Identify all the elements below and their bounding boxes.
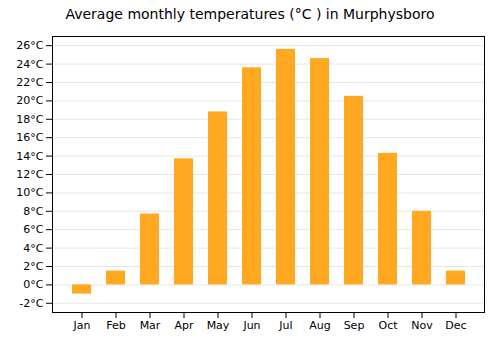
svg-text:2°C: 2°C: [23, 260, 43, 273]
html-text:Average monthly temperatures (: Average monthly temperatures (°C ) in Mu…: [65, 6, 435, 22]
svg-text:6°C: 6°C: [23, 223, 43, 236]
svg-text:24°C: 24°C: [16, 58, 43, 71]
svg-text:10°C: 10°C: [16, 186, 43, 199]
svg-text:-2°C: -2°C: [19, 297, 43, 310]
svg-text:Dec: Dec: [445, 319, 466, 332]
svg-text:20°C: 20°C: [16, 94, 43, 107]
svg-text:8°C: 8°C: [23, 205, 43, 218]
svg-text:Apr: Apr: [174, 319, 194, 332]
svg-text:22°C: 22°C: [16, 76, 43, 89]
svg-text:Jul: Jul: [278, 319, 292, 332]
svg-text:18°C: 18°C: [16, 113, 43, 126]
svg-text:Feb: Feb: [106, 319, 125, 332]
svg-text:May: May: [207, 319, 230, 332]
svg-text:12°C: 12°C: [16, 168, 43, 181]
svg-text:Jan: Jan: [73, 319, 91, 332]
svg-text:16°C: 16°C: [16, 131, 43, 144]
svg-text:Oct: Oct: [378, 319, 398, 332]
svg-text:Mar: Mar: [140, 319, 161, 332]
svg-text:4°C: 4°C: [23, 242, 43, 255]
svg-text:0°C: 0°C: [23, 278, 43, 291]
svg-text:Nov: Nov: [411, 319, 433, 332]
svg-text:14°C: 14°C: [16, 150, 43, 163]
svg-text:Aug: Aug: [309, 319, 330, 332]
svg-text:Sep: Sep: [344, 319, 365, 332]
svg-text:26°C: 26°C: [16, 39, 43, 52]
svg-text:Jun: Jun: [242, 319, 260, 332]
